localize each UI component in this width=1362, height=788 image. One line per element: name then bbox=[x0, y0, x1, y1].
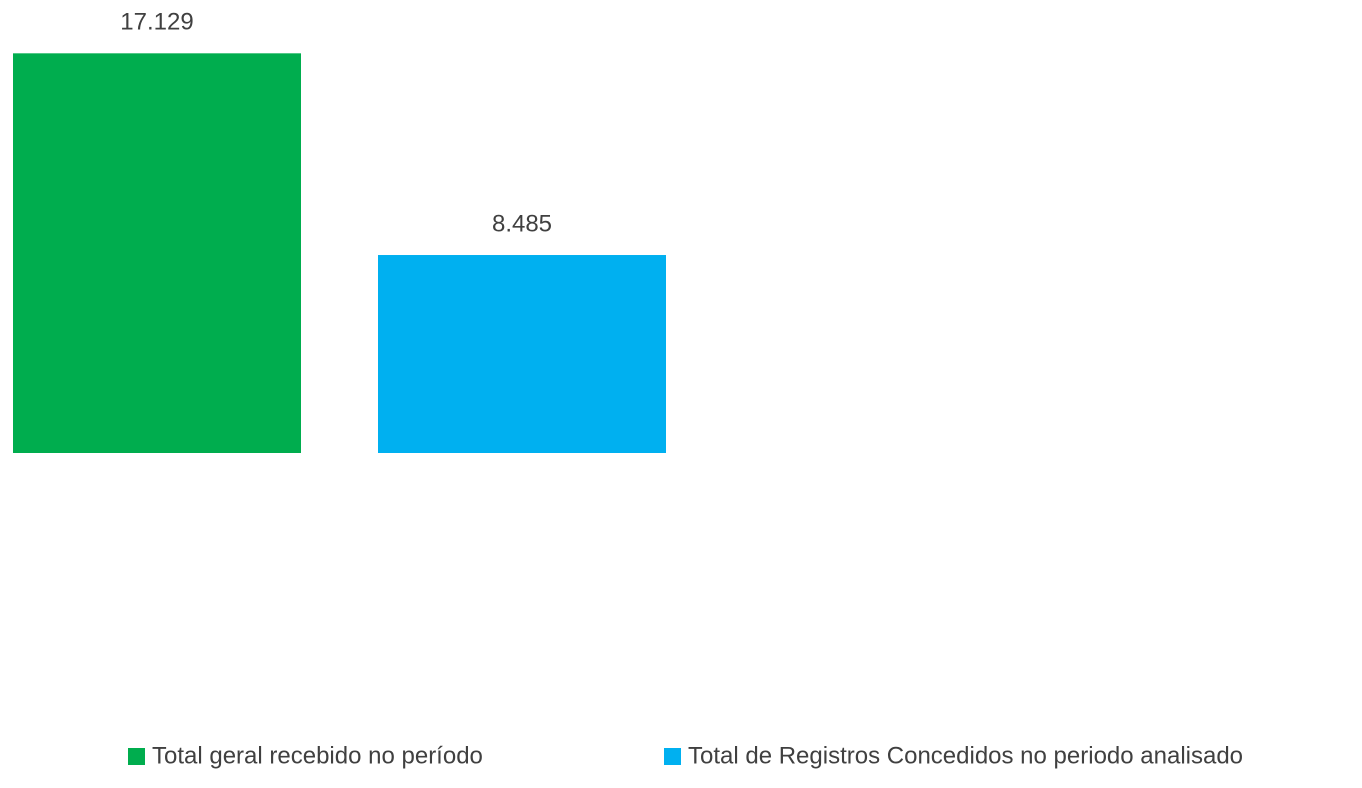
bar bbox=[13, 53, 301, 453]
legend-label: Total geral recebido no período bbox=[152, 742, 483, 769]
legend-swatch bbox=[128, 748, 145, 765]
bar bbox=[378, 255, 666, 453]
data-label: 8.485 bbox=[492, 210, 552, 237]
legend-label: Total de Registros Concedidos no periodo… bbox=[688, 742, 1243, 769]
data-label: 17.129 bbox=[120, 9, 193, 36]
legend-swatch bbox=[664, 748, 681, 765]
